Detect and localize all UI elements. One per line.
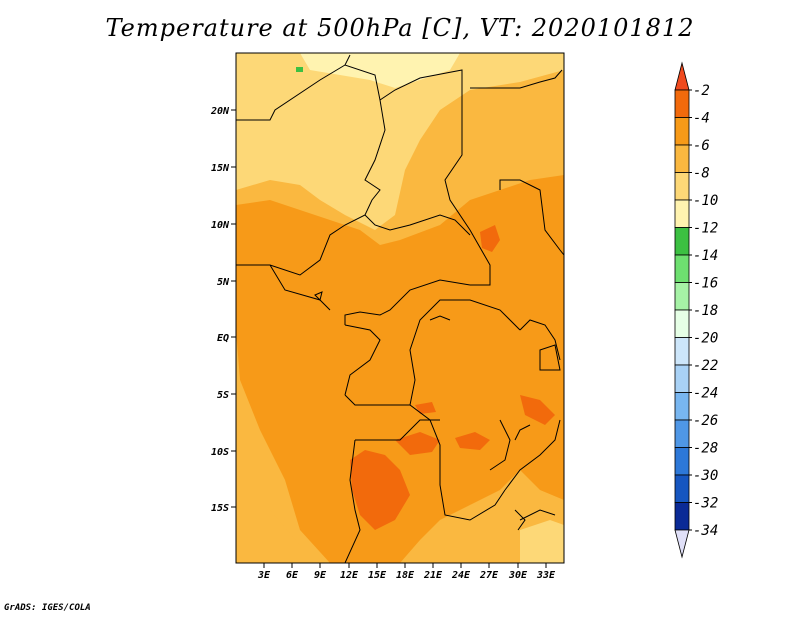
- lon-label: 6E: [286, 570, 299, 581]
- colorbar-label: -26: [693, 413, 718, 429]
- colorbar-segment: [674, 447, 690, 476]
- field-region-south-east-pale: [520, 520, 564, 563]
- country-borders: [236, 54, 564, 563]
- colorbar-segment: [674, 502, 690, 531]
- credit-text: GrADS: IGES/COLA: [4, 603, 91, 613]
- lat-label: 15S: [211, 503, 229, 514]
- colorbar-segment: [674, 419, 690, 448]
- field-warm-spot-5: [480, 225, 500, 252]
- temperature-field: [236, 53, 564, 563]
- lon-label: 15E: [368, 570, 387, 581]
- field-warm-spot-4: [520, 395, 555, 425]
- latitude-labels: 20N 15N 10N 5N EQ 5S 10S 15S: [210, 106, 230, 514]
- colorbar-label: -12: [693, 221, 718, 237]
- colorbar-label: -30: [693, 468, 718, 484]
- colorbar-label: -28: [693, 441, 718, 457]
- colorbar-arrow-bottom: [674, 529, 690, 559]
- colorbar-segment: [674, 309, 690, 338]
- colorbar-label: -8: [693, 166, 710, 182]
- lat-label: 20N: [210, 106, 230, 117]
- colorbar-segment: [674, 474, 690, 503]
- lon-label: 9E: [314, 570, 327, 581]
- axis-ticks: [231, 109, 547, 568]
- field-region-south-west: [236, 430, 320, 563]
- lon-label: 21E: [423, 570, 443, 581]
- colorbar-segment: [674, 117, 690, 146]
- lat-label: 5N: [217, 277, 230, 288]
- colorbar-label: -16: [693, 276, 718, 292]
- colorbar-segment: [674, 282, 690, 311]
- chart-title: Temperature at 500hPa [C], VT: 202010181…: [105, 14, 695, 42]
- colorbar-segment: [674, 227, 690, 256]
- lon-label: 18E: [396, 570, 415, 581]
- colorbar-label: -22: [693, 358, 718, 374]
- colorbar-segment: [674, 364, 690, 393]
- colorbar-label: -20: [693, 331, 718, 347]
- lat-label: 5S: [217, 390, 229, 401]
- lon-label: 30E: [508, 570, 528, 581]
- colorbar-label: -2: [693, 83, 710, 99]
- colorbar-label: -10: [693, 193, 718, 209]
- colorbar-arrow-top: [674, 61, 690, 91]
- lat-label: 15N: [211, 163, 230, 174]
- lat-label: 10N: [211, 220, 230, 231]
- colorbar-segment: [674, 144, 690, 173]
- colorbar-label: -4: [693, 111, 710, 127]
- lon-label: 12E: [340, 570, 359, 581]
- longitude-labels: 3E 6E 9E 12E 15E 18E 21E 24E 27E 30E 33E: [257, 570, 556, 581]
- colorbar-segment: [674, 199, 690, 228]
- field-warm-spot-1: [350, 450, 410, 530]
- lon-label: 33E: [536, 570, 556, 581]
- field-region-8-10: [236, 53, 564, 230]
- lat-label: EQ: [217, 333, 229, 344]
- colorbar-label: -32: [693, 496, 718, 512]
- colorbar-labels: -2 -4 -6 -8 -10 -12 -14 -16 -18 -20 -22 -24 -26 -28 -3…: [689, 83, 718, 539]
- colorbar: [674, 61, 690, 559]
- colorbar-label: -6: [693, 138, 710, 154]
- colorbar-segment: [674, 89, 690, 118]
- colorbar-label: -18: [693, 303, 718, 319]
- lat-label: 10S: [211, 447, 229, 458]
- field-region-10-12: [300, 53, 460, 88]
- field-warm-spot-3: [455, 432, 490, 450]
- field-warm-spot-6: [415, 402, 436, 414]
- colorbar-label: -34: [693, 523, 718, 539]
- colorbar-segment: [674, 337, 690, 366]
- colorbar-segment: [674, 392, 690, 421]
- field-cold-spot: [296, 67, 303, 72]
- lon-label: 24E: [451, 570, 471, 581]
- field-warm-spot-2: [395, 432, 440, 455]
- colorbar-segment: [674, 254, 690, 283]
- colorbar-label: -24: [693, 386, 718, 402]
- lon-label: 3E: [257, 570, 271, 581]
- colorbar-segment: [674, 172, 690, 201]
- field-region-4-6: [236, 175, 564, 563]
- colorbar-label: -14: [693, 248, 718, 264]
- lon-label: 27E: [479, 570, 499, 581]
- map-frame: [235, 52, 565, 564]
